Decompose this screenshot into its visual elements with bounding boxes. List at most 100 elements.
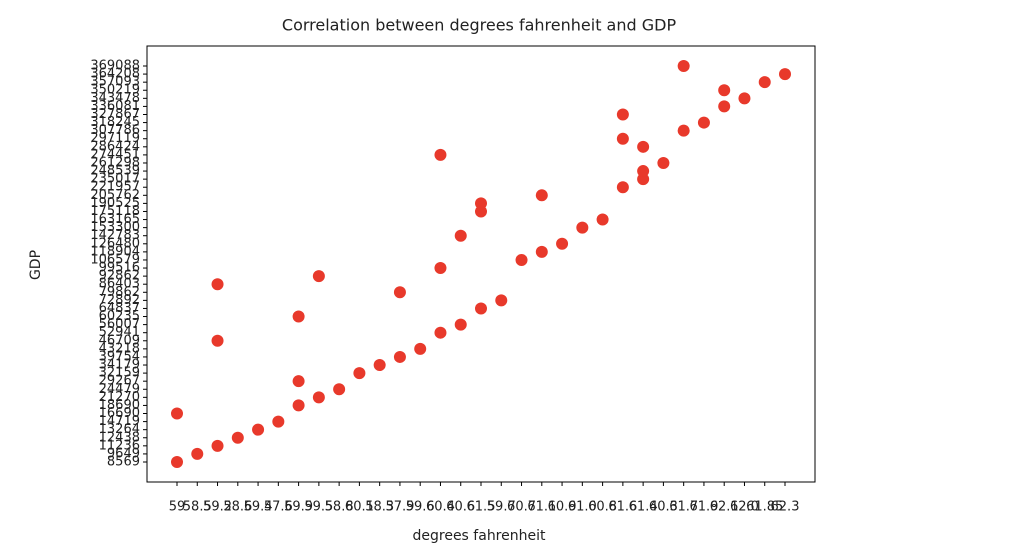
point [616, 108, 629, 121]
point [353, 367, 366, 380]
x-tick-label: 58.6 [223, 500, 252, 515]
y-tick-label: 364208 [90, 67, 140, 82]
x-tick-label: 59.4 [244, 500, 273, 515]
point [434, 148, 447, 161]
y-tick-label: 46709 [99, 333, 140, 348]
y-tick-label: 92862 [99, 269, 140, 284]
y-tick-label: 153300 [90, 220, 140, 235]
x-tick-label: 60.6 [446, 500, 475, 515]
y-tick-label: 369088 [90, 59, 140, 74]
point [738, 92, 751, 105]
x-tick-label: 60.4 [426, 500, 455, 515]
point [718, 100, 731, 113]
point [312, 391, 325, 404]
point [272, 415, 285, 428]
point [211, 334, 224, 347]
point [434, 326, 447, 339]
point [596, 213, 609, 226]
point [373, 359, 386, 372]
point [434, 262, 447, 275]
y-tick-label: 29267 [99, 374, 140, 389]
y-tick-label: 99516 [99, 261, 140, 276]
y-tick-label: 318245 [90, 115, 140, 130]
point [718, 84, 731, 97]
x-tick-label: 59.5 [304, 500, 333, 515]
point [211, 278, 224, 291]
y-tick-label: 175118 [90, 204, 140, 219]
chart-title: Correlation between degrees fahrenheit a… [282, 16, 677, 35]
x-tick-label: 62.0 [730, 500, 759, 515]
y-tick-label: 327867 [90, 107, 140, 122]
point [556, 237, 569, 250]
x-tick-label: 57.6 [264, 500, 293, 515]
y-tick-label: 13264 [99, 422, 140, 437]
y-tick-label: 274451 [90, 147, 140, 162]
y-tick-label: 126480 [90, 236, 140, 251]
y-tick-label: 24479 [99, 382, 140, 397]
x-tick-label: 61.0 [568, 500, 597, 515]
point [393, 350, 406, 363]
point [191, 447, 204, 460]
point [697, 116, 710, 129]
y-tick-label: 142783 [90, 228, 140, 243]
x-tick-label: 59.6 [406, 500, 435, 515]
x-tick-label: 61.1 [527, 500, 556, 515]
point [475, 302, 487, 315]
point [535, 189, 548, 202]
y-tick-label: 32159 [99, 366, 140, 381]
point [576, 221, 589, 234]
y-tick-label: 286424 [90, 139, 140, 154]
y-tick-label: 21270 [99, 390, 140, 405]
y-tick-label: 106579 [90, 252, 140, 267]
y-tick-label: 221957 [90, 180, 140, 195]
point [616, 132, 629, 145]
point [677, 60, 690, 72]
x-axis-label: degrees fahrenheit [413, 528, 546, 544]
point [475, 197, 487, 210]
point [637, 165, 650, 178]
point [171, 407, 183, 420]
x-tick-label: 60.8 [588, 500, 617, 515]
x-tick-label: 58.5 [183, 500, 212, 515]
y-tick-label: 56007 [99, 317, 140, 332]
point [454, 318, 467, 331]
point [454, 229, 467, 242]
y-tick-label: 118904 [90, 244, 140, 259]
point [292, 375, 305, 388]
y-tick-label: 297119 [90, 131, 140, 146]
y-tick-label: 60235 [99, 309, 140, 324]
x-tick-label: 59.9 [284, 500, 313, 515]
y-tick-label: 343478 [90, 91, 140, 106]
point [211, 439, 224, 452]
y-tick-label: 8569 [107, 455, 140, 470]
x-tick-label: 61.6 [608, 500, 637, 515]
y-tick-label: 163165 [90, 212, 140, 227]
x-tick-label: 62.3 [771, 500, 800, 515]
y-tick-label: 79862 [99, 285, 140, 300]
x-tick-label: 60.7 [507, 500, 536, 515]
y-tick-label: 14719 [99, 414, 140, 429]
y-tick-label: 12438 [99, 430, 140, 445]
x-tick-label: 61.4 [629, 500, 658, 515]
x-tick-label: 57.9 [385, 500, 414, 515]
y-tick-label: 34179 [99, 358, 140, 373]
point [414, 342, 427, 355]
point [231, 431, 244, 444]
point [393, 286, 406, 299]
point [779, 68, 791, 81]
x-tick-label: 59.2 [203, 500, 232, 515]
y-tick-label: 307786 [90, 123, 140, 138]
x-tick-label: 58.8 [325, 500, 354, 515]
x-tick-label: 60.9 [548, 500, 577, 515]
x-tick-label: 61.9 [689, 500, 718, 515]
y-tick-label: 64837 [99, 301, 140, 316]
x-tick-label: 62.1 [710, 500, 739, 515]
point [252, 423, 265, 436]
x-tick-label: 58.3 [365, 500, 394, 515]
y-tick-label: 336081 [90, 99, 140, 114]
y-tick-label: 52941 [99, 325, 140, 340]
point [616, 181, 629, 194]
y-tick-label: 190525 [90, 196, 140, 211]
point [677, 124, 690, 137]
